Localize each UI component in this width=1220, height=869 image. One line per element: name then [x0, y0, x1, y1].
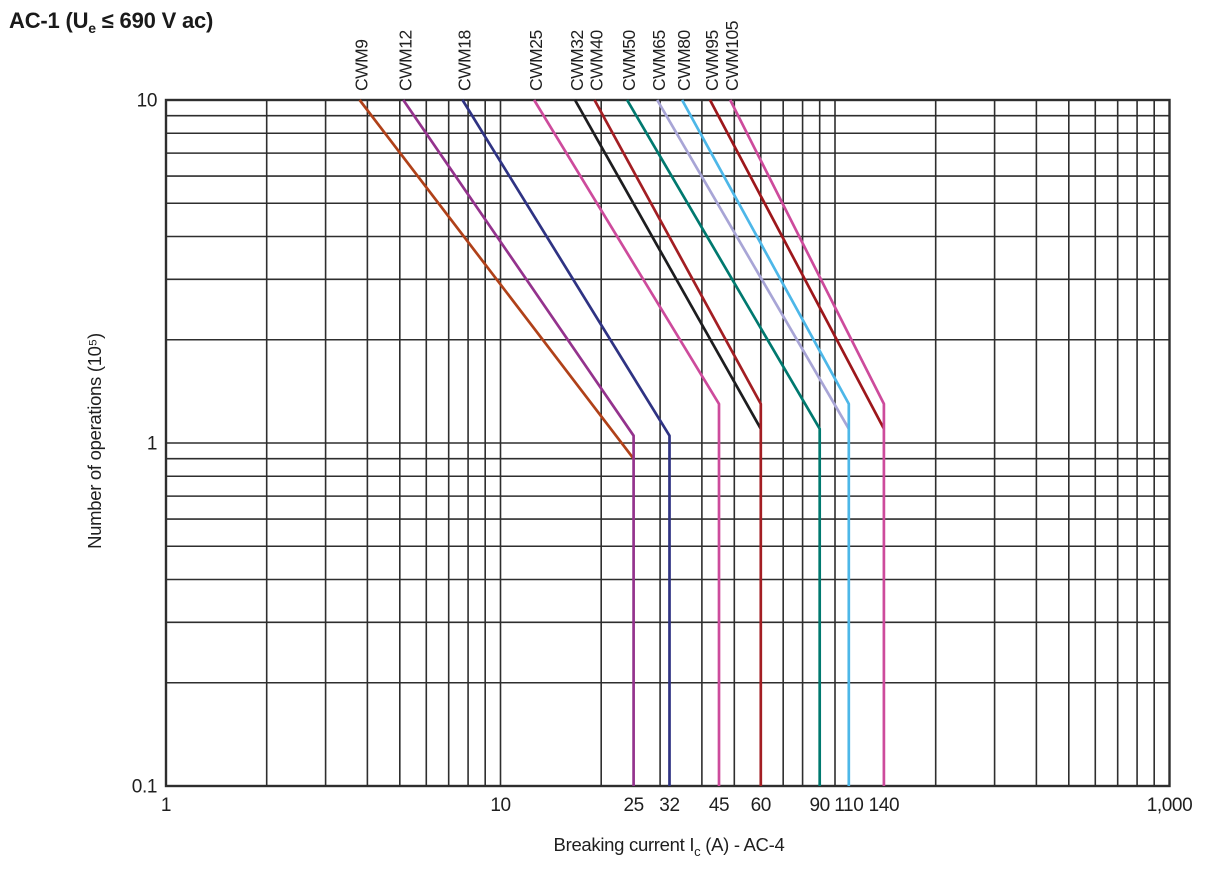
- x-tick-label-45: 45: [709, 795, 729, 816]
- x-axis-title-subscript: c: [694, 844, 701, 859]
- x-axis-title: Breaking current Ic (A) - AC-4: [554, 834, 785, 859]
- curve-label-cwm80: CWM80: [674, 30, 694, 91]
- chart-title-suffix: ≤ 690 V ac): [95, 8, 214, 33]
- curve-labels: CWM9 CWM12 CWM18 CWM25 CWM32 CWM40 CWM50 CWM65 C…: [352, 21, 743, 91]
- curve-cwm65: [656, 99, 850, 430]
- grid-lines: [164, 98, 1171, 788]
- curve-cwm105: [728, 99, 886, 786]
- chart-title: AC-1 (Ue ≤ 690 V ac): [9, 8, 213, 36]
- chart-title-subscript: e: [88, 20, 96, 36]
- chart-title-prefix: AC-1 (U: [9, 8, 89, 33]
- curve-label-cwm50: CWM50: [619, 30, 639, 91]
- curve-cwm25: [532, 99, 721, 786]
- x-axis-title-suffix: (A) - AC-4: [700, 834, 784, 855]
- curve-cwm40: [593, 99, 763, 786]
- x-tick-label-10: 10: [490, 795, 510, 816]
- curves: [358, 99, 886, 786]
- x-tick-label-25: 25: [623, 795, 643, 816]
- x-tick-label-140: 140: [869, 795, 900, 816]
- x-tick-label-90: 90: [810, 795, 830, 816]
- curve-label-cwm9: CWM9: [352, 40, 372, 91]
- x-axis-title-prefix: Breaking current I: [554, 834, 695, 855]
- curve-cwm9: [358, 99, 635, 460]
- curve-label-cwm65: CWM65: [649, 30, 669, 91]
- y-tick-label-0-1: 0.1: [132, 777, 157, 798]
- curve-label-cwm95: CWM95: [702, 30, 722, 91]
- curve-label-cwm25: CWM25: [526, 30, 546, 91]
- curve-label-cwm32: CWM32: [567, 30, 587, 91]
- curve-label-cwm40: CWM40: [587, 30, 607, 91]
- x-tick-label-110: 110: [834, 795, 863, 816]
- curve-cwm12: [402, 99, 635, 786]
- x-tick-label-60: 60: [751, 795, 771, 816]
- y-axis-title: Number of operations (10⁵): [84, 333, 105, 549]
- x-tick-label-1: 1: [161, 795, 171, 816]
- curve-cwm50: [625, 99, 822, 786]
- curve-cwm80: [680, 99, 851, 786]
- y-tick-label-10: 10: [137, 91, 157, 112]
- x-tick-label-1000: 1,000: [1147, 795, 1193, 816]
- curve-cwm32: [573, 99, 762, 430]
- y-tick-label-1: 1: [147, 434, 157, 455]
- plot-border: [164, 98, 1171, 788]
- x-tick-label-32: 32: [659, 795, 679, 816]
- curve-cwm18: [461, 99, 671, 786]
- curve-cwm95: [708, 99, 886, 430]
- curve-label-cwm105: CWM105: [722, 21, 742, 91]
- curve-label-cwm12: CWM12: [395, 30, 415, 91]
- curve-label-cwm18: CWM18: [455, 30, 475, 91]
